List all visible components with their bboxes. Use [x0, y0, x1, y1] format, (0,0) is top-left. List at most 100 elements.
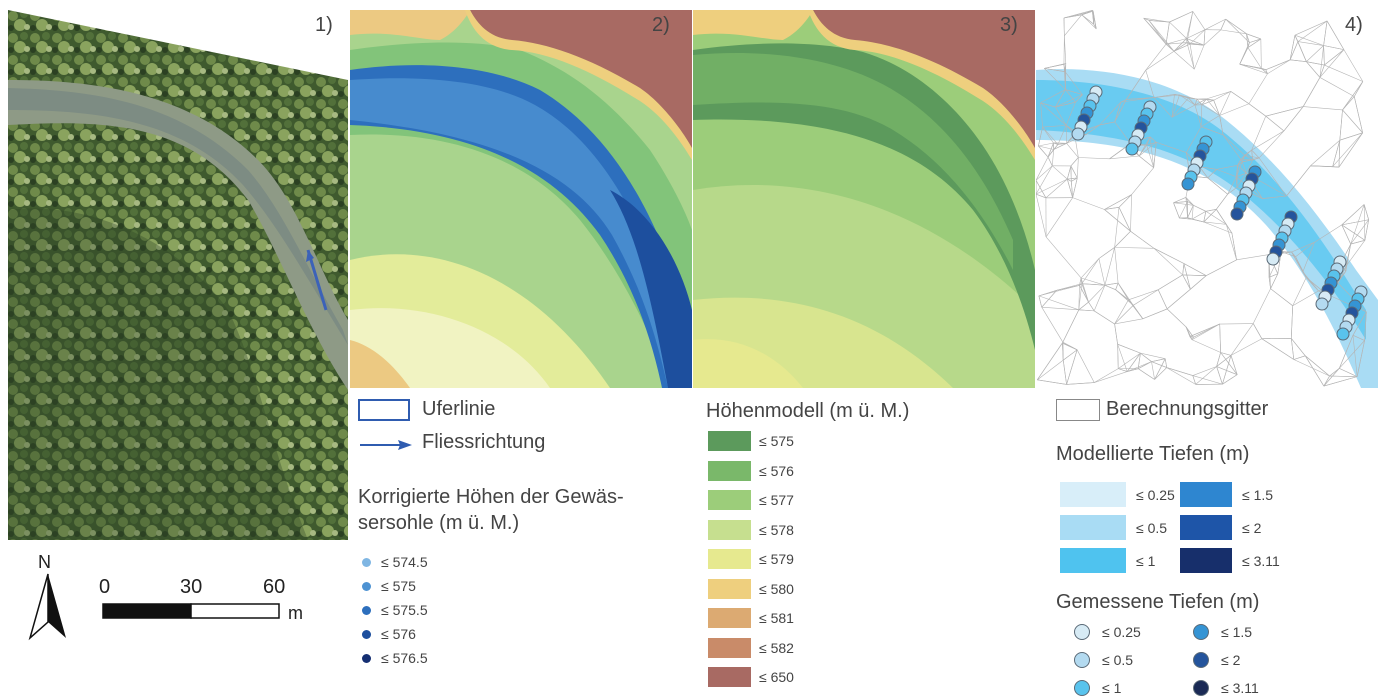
measured-depth-label: ≤ 2	[1221, 652, 1241, 668]
elevation-legend-item: ≤ 579	[708, 549, 794, 569]
measured-depths-title: Gemessene Tiefen (m)	[1056, 591, 1260, 613]
gauge-point	[1181, 177, 1195, 191]
measured-depth-label: ≤ 3.11	[1221, 680, 1259, 696]
bed-height-dot	[362, 629, 371, 639]
fliessrichtung-label: Fliessrichtung	[422, 431, 546, 453]
elevation-legend-item: ≤ 582	[708, 637, 794, 658]
bed-height-label: ≤ 576	[381, 626, 416, 642]
measured-depth-label: ≤ 0.5	[1102, 652, 1134, 668]
elevation-label: ≤ 580	[759, 580, 794, 597]
scale-tick-30: 30	[180, 576, 203, 598]
gauge-point	[1071, 127, 1085, 141]
computational-mesh	[1036, 10, 1378, 388]
modelled-depth-legend-item: ≤ 0.25	[1060, 482, 1175, 507]
modelled-depth-label: ≤ 1.5	[1242, 486, 1274, 503]
modelled-depth-label: ≤ 0.5	[1136, 519, 1168, 536]
modelled-depth-legend-item: ≤ 0.5	[1060, 515, 1167, 540]
modelled-depth-label: ≤ 1	[1136, 552, 1156, 569]
bed-heights-map	[350, 10, 692, 388]
measured-depth-points	[1071, 85, 1368, 341]
panel-label-1: 1)	[315, 14, 333, 36]
bed-height-dot	[362, 557, 371, 567]
measured-depth-circle	[1193, 652, 1209, 668]
bed-height-legend-item: ≤ 575.5	[362, 602, 428, 618]
elevation-swatch	[708, 637, 751, 658]
bed-heights-map-panel	[350, 10, 692, 388]
elevation-label: ≤ 576	[759, 462, 794, 479]
modelled-depth-swatch	[1180, 515, 1232, 540]
bed-height-dot	[362, 581, 371, 591]
measured-depth-circle	[1193, 680, 1209, 696]
elevation-legend-item: ≤ 650	[708, 667, 794, 687]
gauge-point	[1336, 327, 1350, 341]
bed-height-label: ≤ 575	[381, 578, 416, 594]
gauge-point	[1266, 252, 1280, 266]
shoreline-swatch	[358, 398, 410, 421]
elevation-swatch	[708, 608, 751, 628]
elevation-legend-item: ≤ 575	[708, 431, 794, 451]
measured-depth-circle	[1193, 624, 1209, 640]
bed-height-label: ≤ 576.5	[381, 650, 428, 666]
north-arrow-icon	[28, 573, 66, 641]
measured-depth-legend-item: ≤ 0.5	[1074, 652, 1133, 668]
scale-tick-60: 60	[263, 576, 286, 598]
modelled-depth-label: ≤ 3.11	[1242, 552, 1280, 569]
panel-label-3: 3)	[1000, 14, 1018, 36]
scale-tick-0: 0	[99, 576, 111, 598]
elevation-legend-item: ≤ 578	[708, 519, 794, 540]
bed-height-dot	[362, 653, 371, 663]
elevation-swatch	[708, 667, 751, 687]
bed-height-legend-item: ≤ 575	[362, 578, 416, 594]
flow-arrow-icon	[360, 439, 412, 450]
elevation-label: ≤ 577	[759, 492, 794, 508]
modelled-depth-swatch	[1060, 548, 1126, 573]
modelled-depth-swatch	[1060, 482, 1126, 507]
elevation-swatch	[708, 460, 751, 481]
elevation-model-map	[693, 10, 1035, 388]
legend-fliessrichtung: Fliessrichtung	[358, 431, 545, 454]
bed-height-legend-item: ≤ 576.5	[362, 650, 428, 666]
mesh-swatch	[1056, 398, 1100, 421]
measured-depth-legend-item: ≤ 3.11	[1193, 680, 1259, 696]
elevation-swatch	[708, 519, 751, 540]
modelled-depth-legend-item: ≤ 3.11	[1180, 548, 1280, 573]
elevation-swatch	[708, 549, 751, 569]
measured-depth-legend-item: ≤ 2	[1193, 652, 1240, 668]
measured-depth-label: ≤ 1.5	[1221, 624, 1253, 640]
modelled-depth-legend-item: ≤ 1	[1060, 548, 1155, 573]
elevation-label: ≤ 578	[759, 521, 794, 538]
gauge-point	[1315, 297, 1329, 311]
measured-depth-legend-item: ≤ 1.5	[1193, 624, 1252, 640]
modelled-depth-label: ≤ 2	[1242, 519, 1262, 536]
modelled-depth-label: ≤ 0.25	[1136, 486, 1175, 503]
uferlinie-label: Uferlinie	[422, 398, 496, 420]
gauge-point	[1125, 142, 1139, 156]
elevation-swatch	[708, 490, 751, 510]
elevation-legend-item: ≤ 580	[708, 578, 794, 599]
north-label: N	[38, 552, 51, 572]
elevation-legend-item: ≤ 581	[708, 608, 794, 628]
modelled-depths-title: Modellierte Tiefen (m)	[1056, 443, 1250, 465]
elevation-label: ≤ 582	[759, 639, 794, 656]
bed-height-legend-item: ≤ 574.5	[362, 554, 428, 570]
computational-mesh-panel	[1036, 10, 1378, 388]
bed-height-label: ≤ 574.5	[381, 554, 428, 570]
bed-height-dot	[362, 605, 371, 615]
elevation-swatch	[708, 431, 751, 451]
legend-uferlinie: Uferlinie	[358, 398, 495, 421]
modelled-depth-legend-item: ≤ 2	[1180, 515, 1261, 540]
elevation-legend-title: Höhenmodell (m ü. M.)	[706, 400, 910, 422]
bed-height-label: ≤ 575.5	[381, 602, 428, 618]
bed-heights-legend-title: Korrigierte Höhen der Gewäs- sersohle (m…	[358, 486, 624, 534]
modelled-depth-legend-item: ≤ 1.5	[1180, 482, 1273, 507]
measured-depth-label: ≤ 1	[1102, 680, 1122, 696]
measured-depth-label: ≤ 0.25	[1102, 624, 1141, 640]
measured-depth-legend-item: ≤ 1	[1074, 680, 1121, 696]
measured-depth-circle	[1074, 652, 1090, 668]
aerial-photo	[8, 10, 348, 540]
elevation-label: ≤ 579	[759, 551, 794, 567]
elevation-legend-item: ≤ 576	[708, 460, 794, 481]
mesh-grid-lines	[1036, 10, 1369, 387]
elevation-model-map-panel	[693, 10, 1035, 388]
measured-depth-circle	[1074, 624, 1090, 640]
